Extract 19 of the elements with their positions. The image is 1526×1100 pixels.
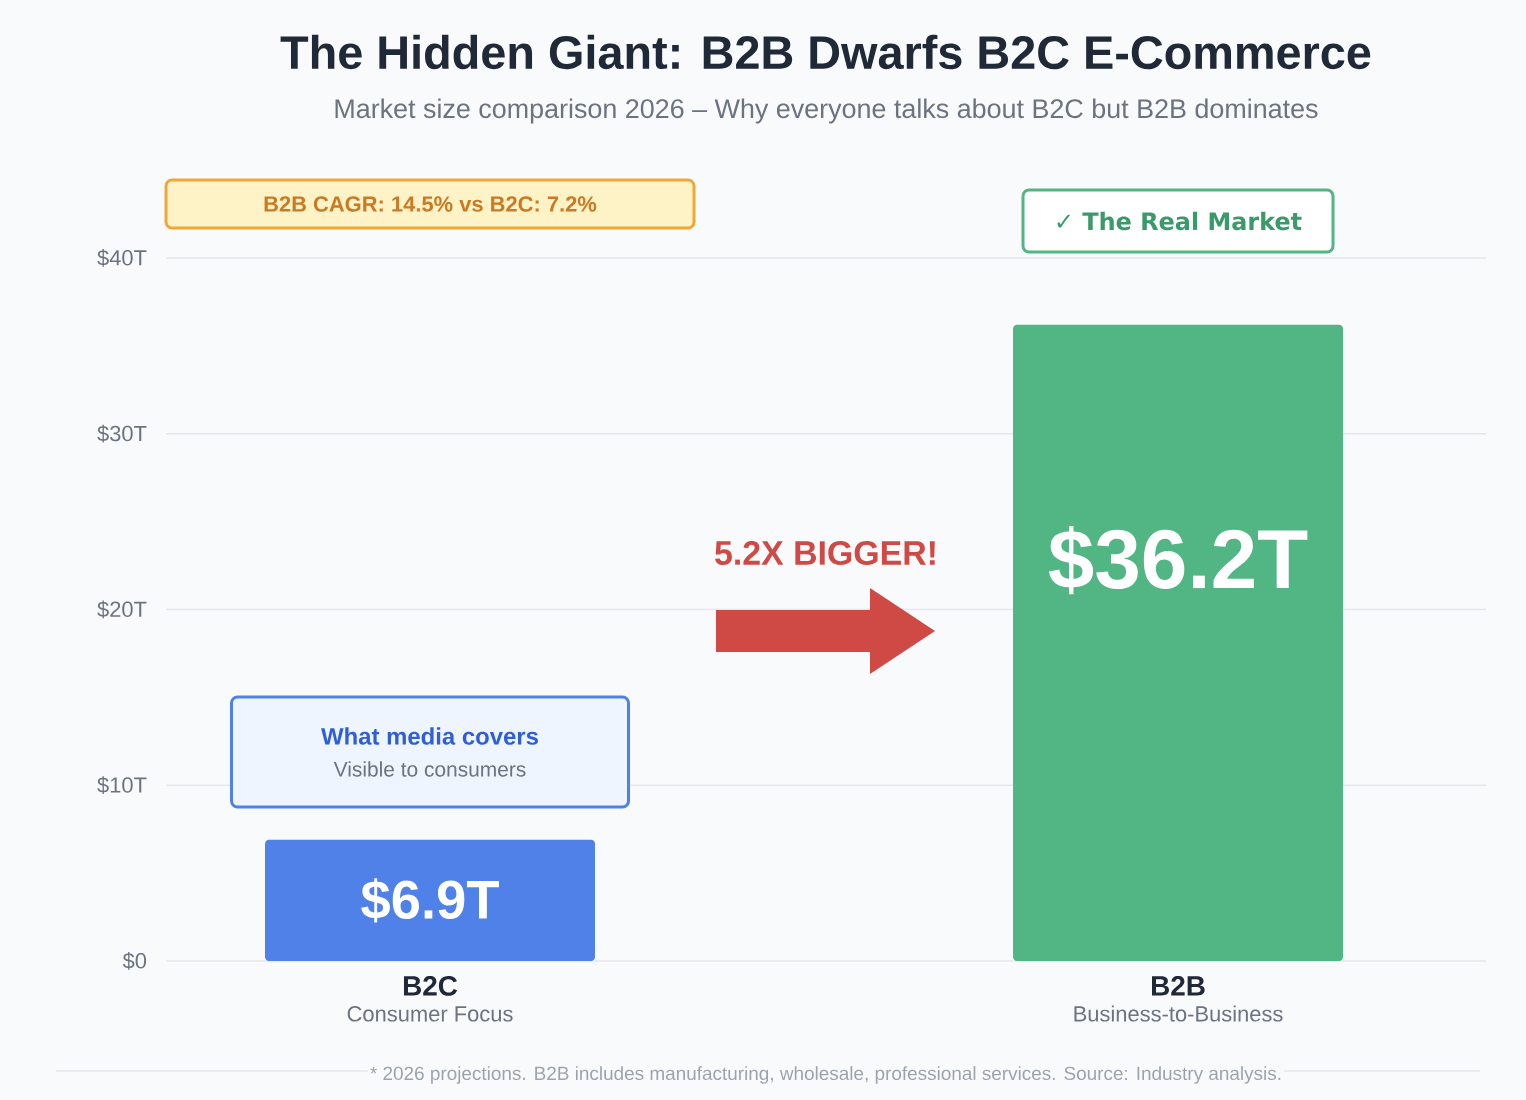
data-label: $36.2T — [1048, 525, 1308, 595]
text: ✓ The Real Market — [1057, 211, 1302, 231]
y-tick-label: $0 — [122, 952, 147, 970]
chart-subtitle: Market size comparison 2026 – Why everyone talks about B2C but B2B dominates — [335, 98, 1318, 124]
annotation: Visible to consumers — [333, 761, 526, 777]
annotation: 5.2X BIGGER! — [715, 540, 935, 565]
text: Consumer Focus — [347, 1006, 513, 1022]
x-tick-label: B2B — [1152, 976, 1205, 996]
y-tick-label: $10T — [97, 776, 147, 795]
y-tick-label: $40T — [97, 249, 147, 267]
x-tick-label: B2C — [403, 976, 458, 996]
y-tick-label: $20T — [97, 600, 147, 619]
data-label: $6.9T — [361, 878, 499, 923]
text: * 2026 projections. B2B includes manufacturing, wholesale, professional services. Source: Industry analysis. — [370, 1066, 1281, 1084]
annotation: What media covers — [321, 727, 538, 745]
text: B2B CAGR: 14.5% vs B2C: 7.2% — [264, 196, 597, 212]
y-tick-label: $30T — [97, 424, 147, 443]
chart-title: The Hidden Giant: B2B Dwarfs B2C E-Commerce — [280, 34, 1371, 70]
text: Business-to-Business — [1074, 1005, 1283, 1022]
